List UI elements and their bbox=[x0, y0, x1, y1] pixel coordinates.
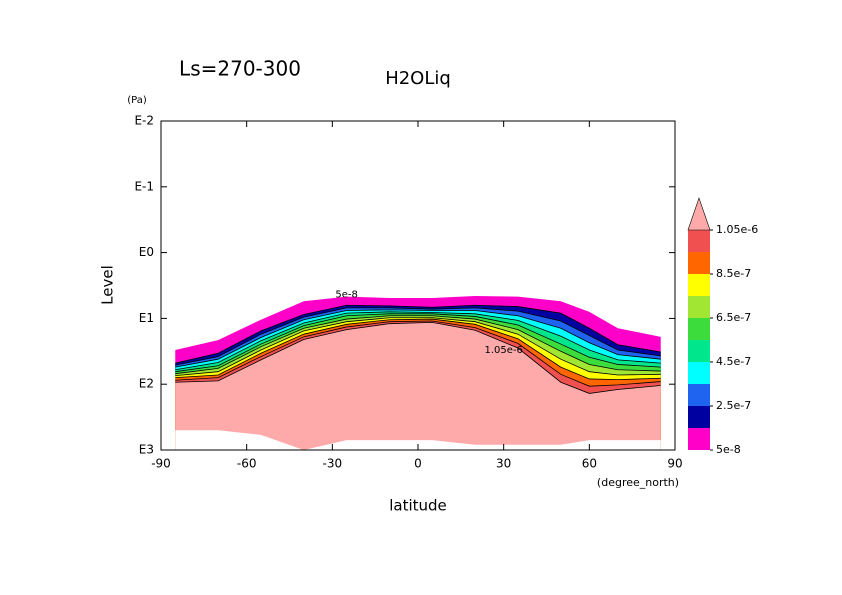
y-tick-label: E1 bbox=[139, 311, 154, 325]
colorbar-label: 1.05e-6 bbox=[716, 223, 758, 236]
colorbar-box bbox=[688, 252, 710, 274]
y-tick-label: E-1 bbox=[134, 179, 154, 193]
contour-band bbox=[175, 322, 661, 450]
colorbar-label: 8.5e-7 bbox=[716, 267, 751, 280]
contour-label: 5e-8 bbox=[335, 290, 358, 301]
y-tick-label: E0 bbox=[139, 245, 154, 259]
contour-label: 1.05e-6 bbox=[484, 345, 522, 356]
colorbar-box bbox=[688, 340, 710, 362]
x-axis-label: latitude bbox=[389, 497, 447, 515]
contour-line bbox=[175, 309, 661, 368]
colorbar-box bbox=[688, 362, 710, 384]
y-tick-label: E3 bbox=[139, 443, 154, 457]
x-tick-label: 30 bbox=[496, 457, 511, 471]
x-tick-label: 90 bbox=[667, 457, 682, 471]
x-tick-label: -90 bbox=[151, 457, 171, 471]
y-unit: (Pa) bbox=[127, 95, 147, 106]
contour-line bbox=[175, 311, 661, 371]
colorbar-label: 6.5e-7 bbox=[716, 311, 751, 324]
colorbar-box bbox=[688, 384, 710, 406]
y-tick-label: E2 bbox=[139, 377, 154, 391]
chart-title: H2OLiq bbox=[385, 68, 451, 89]
contour-line bbox=[175, 317, 661, 377]
plot-area bbox=[175, 296, 661, 450]
colorbar-label: 2.5e-7 bbox=[716, 399, 751, 412]
contour-line bbox=[175, 318, 661, 380]
colorbar-box bbox=[688, 274, 710, 296]
colorbar-box bbox=[688, 318, 710, 340]
x-unit: (degree_north) bbox=[597, 476, 679, 489]
contour-line bbox=[175, 320, 661, 387]
x-tick-label: -60 bbox=[237, 457, 257, 471]
x-tick-label: -30 bbox=[323, 457, 343, 471]
x-tick-label: 60 bbox=[582, 457, 597, 471]
colorbar-label: 4.5e-7 bbox=[716, 355, 751, 368]
contour-line bbox=[175, 315, 661, 375]
contour-line bbox=[175, 307, 661, 366]
y-axis-label: Level bbox=[99, 265, 117, 305]
colorbar-box bbox=[688, 230, 710, 252]
colorbar-box bbox=[688, 296, 710, 318]
contour-line bbox=[175, 304, 661, 364]
x-tick-label: 0 bbox=[414, 457, 422, 471]
contour-line bbox=[175, 321, 661, 394]
y-tick-label: E-2 bbox=[134, 114, 154, 128]
colorbar-triangle bbox=[687, 197, 711, 231]
annotation: Ls=270-300 bbox=[179, 57, 301, 81]
surface-mask bbox=[175, 430, 661, 450]
colorbar-box bbox=[688, 406, 710, 428]
colorbar-box bbox=[688, 428, 710, 450]
contour-line bbox=[175, 313, 661, 373]
colorbar-label: 5e-8 bbox=[716, 443, 741, 456]
